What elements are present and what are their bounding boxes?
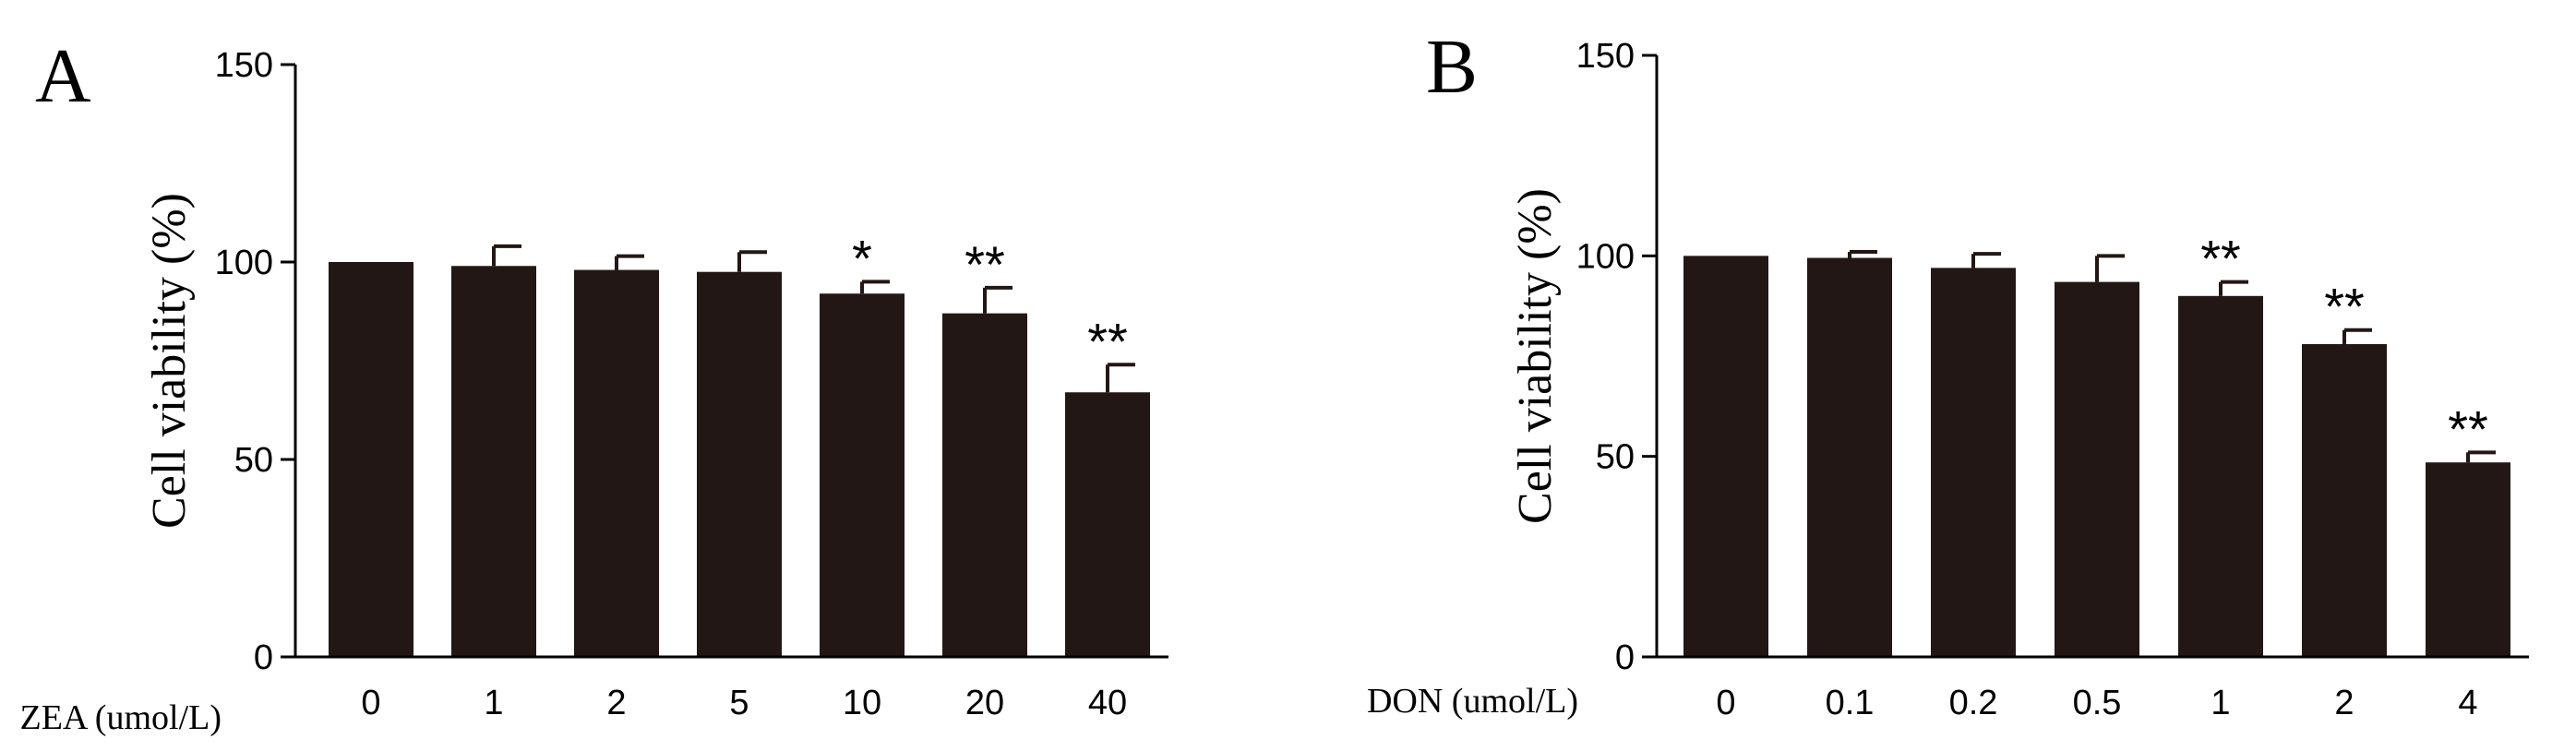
y-tick-label: 100 [215,244,273,282]
bar [697,271,782,657]
panel-b: B Cell viability (%) DON (umol/L) 0 0.1 0.2 0.… [1367,24,2529,722]
significance-mark: ** [2324,278,2365,336]
bar [1931,268,2016,657]
y-tick-label: 50 [1596,438,1635,477]
panel-label: A [35,33,91,119]
x-axis-title: DON (umol/L) [1367,682,1578,721]
significance-mark: ** [2200,230,2241,288]
x-tick-label: 1 [2211,684,2230,722]
x-tick-label: 0 [361,684,380,722]
bar [2426,462,2510,657]
significance-mark: * [852,229,872,287]
x-tick-label: 10 [843,684,881,722]
significance-mark: ** [2448,399,2488,458]
bar [2055,281,2139,657]
bar [1807,257,1892,657]
significance-mark: ** [1087,312,1128,370]
bar [2302,343,2387,657]
x-tick-label: 0.1 [1826,684,1875,722]
panel-label: B [1426,24,1478,110]
x-tick-label: 2 [2334,684,2354,722]
bar [451,266,536,657]
y-tick-label: 100 [1576,237,1635,276]
x-tick-label: 1 [484,684,503,722]
significance-mark: ** [965,235,1005,293]
y-axis-title: Cell viability (%) [1509,188,1562,524]
bar [2178,295,2263,657]
bar [574,269,659,657]
x-tick-label: 2 [606,684,626,722]
y-tick-label: 0 [254,638,273,677]
y-tick-label: 150 [215,46,273,85]
bar [329,262,413,657]
y-axis-title: Cell viability (%) [143,193,196,529]
bar [942,313,1027,657]
y-tick-label: 150 [1576,37,1635,76]
bar [1683,256,1768,657]
x-tick-label: 40 [1088,684,1127,722]
x-tick-label: 0.5 [2073,684,2122,722]
y-tick-label: 0 [1615,638,1635,677]
x-tick-label: 4 [2458,684,2477,722]
x-tick-label: 0 [1716,684,1735,722]
x-tick-label: 0.2 [1949,684,1998,722]
y-tick-label: 50 [234,441,273,480]
x-tick-label: 20 [965,684,1004,722]
x-tick-label: 5 [729,684,749,722]
bar [1065,392,1150,657]
bar [820,293,905,657]
panel-a: A Cell viability (%) ZEA (umol/L) 0 1 2 5 * 10 **… [20,33,1168,737]
x-axis-title: ZEA (umol/L) [20,698,222,737]
